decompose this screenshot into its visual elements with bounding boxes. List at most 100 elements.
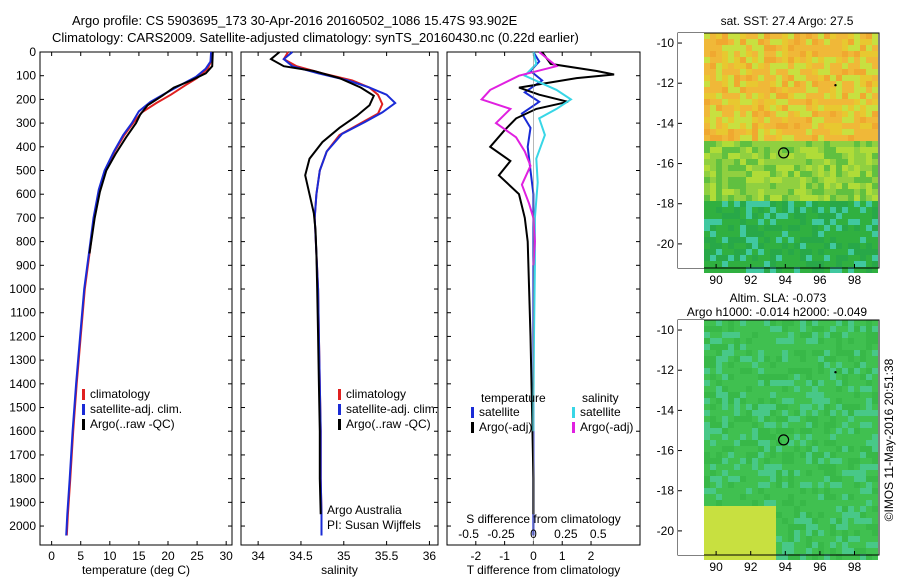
sla-map-cell [812,458,818,464]
sst-map-cell [836,93,842,99]
sla-map-cell [710,524,716,530]
sla-map-cell [770,392,776,398]
sla-map-cell [824,494,830,500]
sla-map-cell [842,380,848,386]
sst-map-cell [872,93,878,99]
sla-map-cell [836,440,842,446]
sst-map-cell [842,183,848,189]
sla-map-cell [710,326,716,332]
sst-map-cell [806,99,812,105]
sst-map-cell [734,93,740,99]
sla-map-cell [812,446,818,452]
sst-map-cell [716,189,722,195]
sla-map-cell [740,476,746,482]
sst-map-cell [812,195,818,201]
sla-map-cell [752,440,758,446]
diff-legend-title: salinity [582,391,619,405]
sst-map-cell [872,231,878,237]
sst-map-cell [746,255,752,261]
sst-map-cell [818,153,824,159]
sla-map-cell [866,350,872,356]
sst-map-cell [722,75,728,81]
sst-map-cell [776,231,782,237]
sst-map-cell [704,51,710,57]
sst-map-cell [824,237,830,243]
sla-map-cell [848,488,854,494]
sla-map-cell [710,548,716,554]
sla-map-cell [836,380,842,386]
sst-map-cell [836,243,842,249]
sst-map-cell [776,159,782,165]
sla-map-cell [824,422,830,428]
sst-map-cell [866,93,872,99]
sla-map-cell [788,326,794,332]
sla-map-cell [782,470,788,476]
sla-map-cell [824,530,830,536]
sla-map-cell [704,398,710,404]
sla-map-cell [728,398,734,404]
sla-map-cell [788,434,794,440]
sla-map-cell [836,446,842,452]
sla-map-cell [716,362,722,368]
sst-map-cell [788,117,794,123]
sla-map-cell [728,356,734,362]
sst-map-cell [860,117,866,123]
sst-map-cell [872,33,878,39]
sst-map-cell [836,63,842,69]
sst-map-cell [824,75,830,81]
sst-map-cell [728,51,734,57]
sla-map-cell [782,320,788,326]
sla-map-cell [758,320,764,326]
depth-tick-label: 600 [16,187,36,201]
sst-map-cell [854,99,860,105]
sst-map-cell [752,39,758,45]
sla-map-cell [764,392,770,398]
sla-map-cell [818,524,824,530]
sst-map-cell [758,57,764,63]
sst-map-cell [794,39,800,45]
sla-map-cell [860,452,866,458]
sla-map-cell [812,356,818,362]
sst-map-cell [794,63,800,69]
sla-map-cell [704,428,710,434]
sla-map-cell [848,452,854,458]
sst-map-cell [854,33,860,39]
sst-map-cell [782,45,788,51]
sst-map-cell [734,225,740,231]
sla-map-cell [740,506,746,512]
sla-map-cell [800,452,806,458]
sst-map-cell [770,219,776,225]
sla-argo-heights: Argo h1000: -0.014 h2000: -0.049 [687,305,867,319]
sla-map-cell [740,482,746,488]
sst-map-cell [746,63,752,69]
sla-map-cell [746,542,752,548]
sla-map-cell [848,422,854,428]
sla-map-cell [842,500,848,506]
sla-map-cell [704,338,710,344]
sst-map-cell [800,267,806,273]
sst-map-cell [710,123,716,129]
sla-map-cell [818,476,824,482]
sla-map-cell [794,506,800,512]
sla-map-cell [710,506,716,512]
sla-map-cell [752,500,758,506]
differences-xtick-label: -1 [499,549,510,563]
sst-map-cell [776,111,782,117]
sst-map-cell [794,135,800,141]
sla-map-cell [770,368,776,374]
sst-map-cell [770,165,776,171]
salinity-axes-frame [240,51,439,546]
sla-map-cell [770,380,776,386]
sst-map-cell [734,213,740,219]
sst-map-cell [722,147,728,153]
sst-map-cell [764,255,770,261]
sst-map-cell [866,129,872,135]
sst-map-cell [776,195,782,201]
sla-map-cell [770,554,776,560]
sst-map-cell [872,99,878,105]
sst-map-cell [728,75,734,81]
sla-map-cell [770,416,776,422]
sst-map-cell [770,93,776,99]
sst-map-cell [758,231,764,237]
sla-map-cell [812,476,818,482]
